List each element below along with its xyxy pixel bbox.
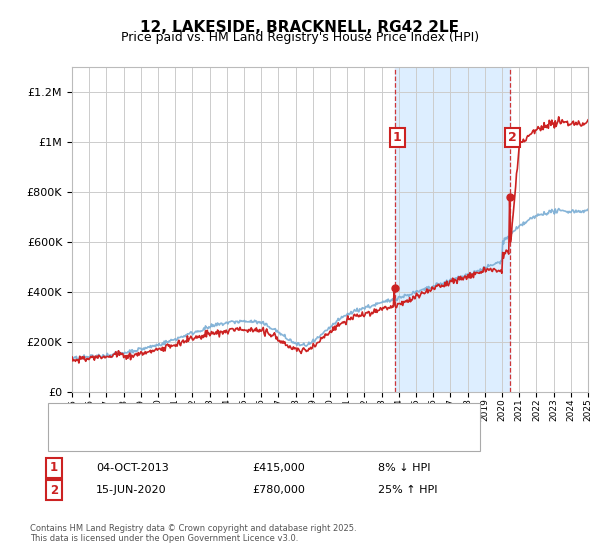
Text: Price paid vs. HM Land Registry's House Price Index (HPI): Price paid vs. HM Land Registry's House …: [121, 31, 479, 44]
Text: 8% ↓ HPI: 8% ↓ HPI: [378, 463, 431, 473]
Text: 12, LAKESIDE, BRACKNELL, RG42 2LE: 12, LAKESIDE, BRACKNELL, RG42 2LE: [140, 20, 460, 35]
Text: 2: 2: [50, 483, 58, 497]
Text: 15-JUN-2020: 15-JUN-2020: [96, 485, 167, 495]
Text: 1: 1: [50, 461, 58, 474]
Text: 2: 2: [508, 130, 517, 144]
Text: 04-OCT-2013: 04-OCT-2013: [96, 463, 169, 473]
Text: 25% ↑ HPI: 25% ↑ HPI: [378, 485, 437, 495]
Text: £780,000: £780,000: [252, 485, 305, 495]
Text: Contains HM Land Registry data © Crown copyright and database right 2025.
This d: Contains HM Land Registry data © Crown c…: [30, 524, 356, 543]
Bar: [395, 67, 510, 392]
Text: 12, LAKESIDE, BRACKNELL, RG42 2LE (detached house): 12, LAKESIDE, BRACKNELL, RG42 2LE (detac…: [108, 407, 398, 417]
Text: £415,000: £415,000: [252, 463, 305, 473]
Text: ——: ——: [66, 404, 94, 419]
Text: 1: 1: [393, 130, 401, 144]
Text: HPI: Average price, detached house, Bracknell Forest: HPI: Average price, detached house, Brac…: [108, 429, 385, 439]
Text: ——: ——: [66, 427, 94, 441]
